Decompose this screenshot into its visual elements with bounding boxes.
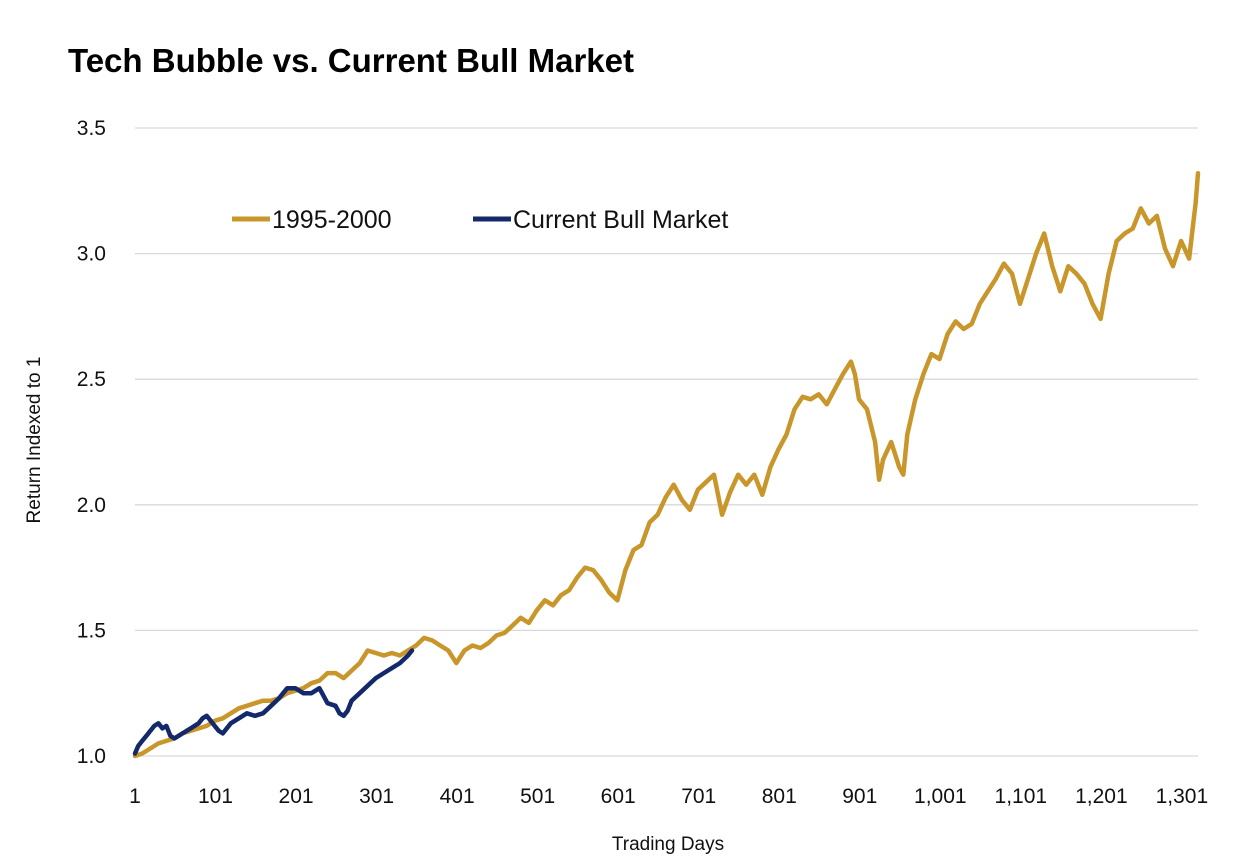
series-line-1 (132, 648, 415, 756)
series-layer (132, 170, 1201, 759)
legend-label-0: 1995-2000 (272, 206, 392, 234)
x-tick-label: 901 (842, 785, 877, 808)
x-tick-label: 1,001 (914, 785, 967, 808)
x-axis-label: Trading Days (612, 834, 724, 855)
x-tick-label: 801 (762, 785, 797, 808)
y-tick-label: 2.0 (77, 494, 106, 517)
y-tick-label: 3.0 (77, 243, 106, 266)
x-tick-label: 601 (601, 785, 636, 808)
x-tick-label: 101 (198, 785, 233, 808)
legend: 1995-2000 Current Bull Market (232, 206, 728, 234)
y-axis-label: Return Indexed to 1 (24, 357, 45, 524)
chart-title: Tech Bubble vs. Current Bull Market (68, 42, 634, 79)
x-axis-ticks: 1 101 201 301 401 501 601 701 801 901 1,001 1,101 1,… (129, 785, 1208, 808)
x-tick-label: 701 (681, 785, 716, 808)
y-tick-label: 2.5 (77, 368, 106, 391)
y-axis-ticks: 1.0 1.5 2.0 2.5 3.0 3.5 (77, 117, 106, 768)
x-tick-label: 1 (129, 785, 141, 808)
gridlines (135, 127, 1198, 757)
y-tick-label: 3.5 (77, 117, 106, 140)
y-tick-label: 1.5 (77, 619, 106, 642)
x-tick-label: 301 (359, 785, 394, 808)
x-tick-label: 501 (520, 785, 555, 808)
x-tick-label: 1,301 (1156, 785, 1209, 808)
x-tick-label: 1,201 (1075, 785, 1128, 808)
legend-label-1: Current Bull Market (513, 206, 728, 234)
series-line-0 (132, 170, 1201, 759)
y-tick-label: 1.0 (77, 745, 106, 768)
x-tick-label: 201 (279, 785, 314, 808)
x-tick-label: 401 (440, 785, 475, 808)
x-tick-label: 1,101 (995, 785, 1048, 808)
